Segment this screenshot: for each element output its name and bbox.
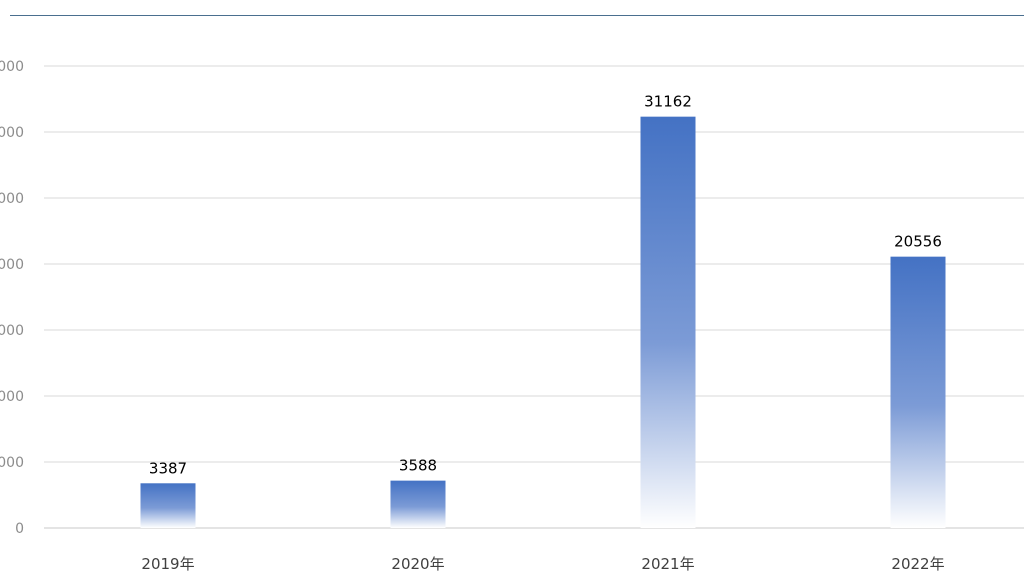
x-axis-ticks: 2019年 2020年 2021年 2022年	[141, 555, 944, 573]
data-labels: 3387 3588 31162 20556	[149, 93, 942, 478]
bars	[140, 116, 946, 529]
y-tick-label: 30000	[0, 125, 24, 141]
y-tick-label: 0	[15, 521, 24, 537]
y-tick-label: 25000	[0, 191, 24, 207]
x-tick-label: 2020年	[391, 555, 444, 573]
top-divider	[10, 15, 1024, 16]
y-tick-label: 10000	[0, 389, 24, 405]
bar-value-label: 31162	[644, 93, 692, 111]
x-tick-label: 2019年	[141, 555, 194, 573]
y-tick-label: 35000	[0, 59, 24, 75]
x-tick-label: 2022年	[891, 555, 944, 573]
y-axis-ticks: 0 5000 10000 15000 20000 25000 30000 35000	[0, 59, 24, 537]
bar-value-label: 20556	[894, 233, 942, 251]
bar	[140, 483, 196, 528]
y-tick-label: 20000	[0, 257, 24, 273]
x-tick-label: 2021年	[641, 555, 694, 573]
bar-value-label: 3588	[399, 457, 437, 475]
y-tick-label: 15000	[0, 323, 24, 339]
y-tick-label: 5000	[0, 455, 24, 471]
bar	[390, 480, 446, 528]
gridlines	[44, 65, 1024, 529]
bar-value-label: 3387	[149, 459, 187, 477]
bar	[890, 256, 946, 528]
bar	[640, 116, 696, 529]
